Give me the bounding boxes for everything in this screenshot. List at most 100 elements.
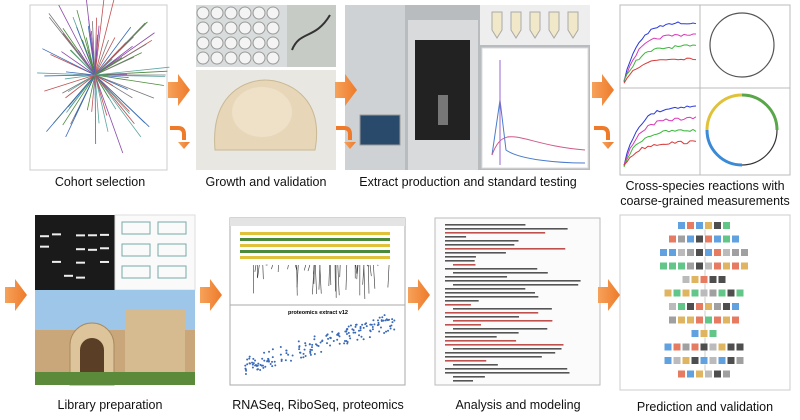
gel-band: [100, 247, 109, 250]
scatter-point: [298, 345, 301, 348]
node: [669, 316, 676, 324]
code-line: [445, 304, 471, 306]
tree-branch: [94, 74, 97, 145]
scatter-point: [246, 358, 249, 361]
scatter-point: [262, 366, 265, 369]
scatter-point: [344, 330, 347, 333]
node: [691, 357, 699, 364]
tree-branch: [94, 74, 100, 124]
code-image: [434, 217, 601, 386]
node: [673, 357, 681, 364]
scatter-point: [390, 324, 393, 327]
scatter-point: [244, 364, 247, 367]
scatter-point: [259, 369, 262, 372]
read: [257, 264, 260, 278]
scatter-point: [346, 342, 349, 345]
code-line: [453, 364, 498, 366]
node: [669, 262, 676, 270]
node: [705, 303, 712, 310]
scatter-point: [343, 342, 346, 345]
node: [723, 249, 730, 256]
gel-band: [76, 234, 85, 237]
scatter-point: [273, 360, 276, 363]
return-arrow-head: [602, 142, 614, 149]
node: [705, 316, 712, 324]
gel-band: [40, 235, 49, 238]
scatter-point: [360, 335, 363, 338]
node: [664, 343, 672, 351]
scatter-point: [371, 325, 374, 328]
tree-branch: [94, 74, 130, 112]
code-line: [445, 296, 539, 298]
tube: [224, 21, 238, 35]
scatter-point: [343, 340, 346, 343]
scatter-point: [254, 364, 257, 367]
node: [678, 262, 685, 270]
scatter-point: [378, 316, 381, 319]
node: [700, 330, 708, 337]
node: [700, 343, 708, 351]
gel-band: [100, 233, 109, 236]
tree-branch: [94, 36, 134, 76]
scatter-point: [319, 341, 322, 344]
scatter-point: [279, 345, 282, 348]
scatter-point: [383, 314, 386, 317]
tree-branch: [94, 70, 168, 76]
node: [660, 249, 667, 256]
read: [296, 264, 298, 296]
node: [696, 235, 703, 243]
tree-branch: [46, 74, 96, 132]
read: [307, 264, 311, 272]
tree-branch: [94, 74, 114, 86]
library-image: [35, 214, 196, 386]
tube: [210, 36, 224, 50]
scatter-point: [280, 358, 283, 361]
flow-arrow: [335, 74, 357, 106]
node: [705, 249, 712, 256]
scatter-point: [245, 369, 248, 372]
scatter-point: [271, 360, 274, 363]
node: [732, 235, 739, 243]
node: [700, 357, 708, 364]
node: [709, 276, 717, 283]
scatter-point: [378, 330, 381, 333]
gel-band: [64, 274, 73, 277]
tree-branch: [94, 74, 124, 154]
scatter-point: [377, 321, 380, 324]
code-line: [453, 320, 553, 322]
node: [709, 289, 717, 297]
read: [318, 264, 321, 290]
tube: [224, 36, 238, 50]
read: [262, 264, 264, 280]
node: [705, 370, 712, 378]
scatter-point: [365, 325, 368, 328]
flow-box: [157, 265, 187, 279]
scatter-point: [357, 329, 360, 332]
flow-box: [157, 243, 187, 257]
scatter-point: [368, 336, 371, 339]
tree-branch: [94, 56, 135, 76]
code-line: [453, 380, 474, 382]
node: [696, 316, 703, 324]
node: [664, 289, 672, 297]
scatter-point: [309, 348, 312, 351]
code-line: [445, 316, 520, 318]
code-line: [445, 240, 519, 242]
node: [700, 289, 708, 297]
tube: [266, 36, 280, 50]
node: [682, 343, 690, 351]
node: [664, 357, 672, 364]
scatter-point: [391, 321, 394, 324]
node: [691, 330, 699, 337]
scatter-point: [376, 319, 379, 322]
tube: [224, 6, 238, 20]
scatter-point: [252, 362, 255, 365]
tree-branch: [74, 74, 96, 117]
code-line: [445, 288, 526, 290]
node: [696, 303, 703, 310]
node: [723, 235, 730, 243]
growth-curve: [623, 33, 696, 81]
track: [240, 250, 390, 253]
tree-branch: [37, 72, 96, 76]
